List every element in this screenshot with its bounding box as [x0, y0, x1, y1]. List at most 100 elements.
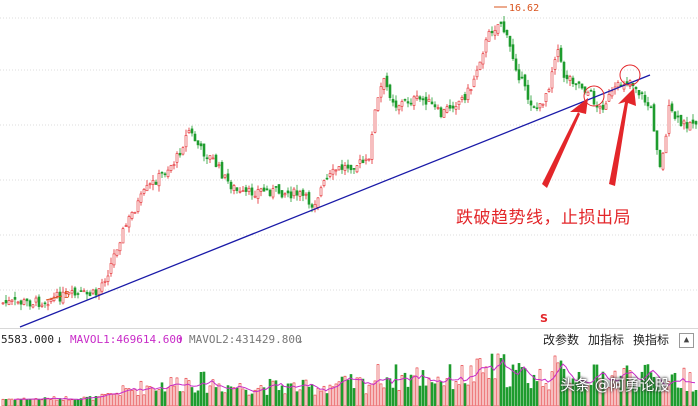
volume-bar	[472, 381, 476, 406]
volume-bar	[514, 369, 518, 406]
candle-body	[427, 98, 431, 102]
volume-bar	[478, 358, 482, 406]
candle-body	[163, 173, 167, 176]
candle-body	[694, 121, 698, 125]
volume-bar	[151, 387, 155, 406]
candle-body	[346, 164, 350, 169]
volume-bar	[106, 393, 110, 406]
candle-body	[262, 187, 266, 192]
volume-bar	[430, 382, 434, 406]
volume-bar	[523, 368, 527, 406]
candle-body	[16, 301, 20, 304]
candle-body	[457, 100, 461, 105]
candle-body	[70, 290, 74, 294]
candle-body	[634, 86, 638, 90]
candle-body	[325, 177, 329, 180]
volume-bar	[394, 364, 398, 406]
volume-bar	[166, 387, 170, 406]
volume-bar	[445, 378, 449, 406]
candle-body	[88, 292, 92, 297]
volume-bar	[136, 395, 140, 406]
candle-body	[637, 89, 641, 96]
volume-bar	[535, 381, 539, 406]
volume-bar	[262, 387, 266, 406]
candle-body	[682, 120, 686, 125]
volume-bar	[550, 371, 554, 406]
candle-body	[85, 291, 89, 295]
candle-body	[127, 216, 131, 228]
volume-bar	[346, 379, 350, 406]
candle-body	[442, 109, 446, 118]
volume-bar	[322, 385, 326, 406]
volume-bar	[202, 371, 206, 406]
volume-bar	[325, 393, 329, 406]
candle-body	[424, 96, 428, 105]
volume-bar	[220, 391, 224, 406]
volume-bar	[169, 377, 173, 406]
volume-bar	[538, 368, 542, 406]
trend-line	[19, 74, 651, 328]
volume-bar	[283, 393, 287, 406]
candle-body	[73, 287, 77, 296]
volume-bar	[481, 372, 485, 406]
collapse-icon[interactable]: ▲	[679, 333, 694, 348]
switch-indicator-button[interactable]: 换指标	[633, 333, 670, 347]
candle-body	[514, 58, 518, 71]
volume-bar	[406, 386, 410, 406]
volume-bar	[70, 399, 74, 406]
candle-body	[400, 101, 404, 107]
volume-bar	[661, 389, 665, 406]
candle-body	[271, 188, 275, 198]
sell-marker: S	[540, 312, 548, 325]
candle-body	[349, 164, 353, 171]
volume-bar	[628, 370, 632, 406]
volume-bar	[148, 386, 152, 406]
volume-bar	[268, 378, 272, 406]
candle-body	[403, 99, 407, 101]
candle-body	[433, 104, 437, 108]
candle-body	[652, 104, 656, 132]
volume-bar	[382, 387, 386, 406]
candle-body	[112, 253, 116, 266]
volume-bar	[61, 399, 65, 406]
candle-body	[472, 78, 476, 87]
candle-body	[76, 293, 80, 295]
volume-bar	[361, 378, 365, 406]
volume-bar	[391, 387, 395, 406]
grid-lines	[0, 17, 698, 291]
volume-bar	[460, 365, 464, 406]
volume-bar	[508, 386, 512, 406]
add-indicator-button[interactable]: 加指标	[588, 333, 625, 347]
candle-body	[517, 69, 521, 81]
candle-body	[178, 152, 182, 156]
volume-bar	[547, 389, 551, 406]
change-params-button[interactable]: 改参数	[543, 333, 580, 347]
volume-bar	[574, 382, 578, 406]
up-arrow-icon: ↑	[177, 333, 184, 346]
volume-bar	[415, 367, 419, 406]
candle-body	[100, 282, 104, 292]
candle-body	[676, 115, 680, 118]
candle-body	[94, 289, 98, 296]
candle-body	[421, 98, 425, 101]
candle-body	[559, 47, 563, 62]
volume-bar	[247, 394, 251, 406]
candle-body	[469, 89, 473, 92]
candle-body	[667, 105, 671, 134]
candle-body	[508, 35, 512, 47]
candle-body	[256, 189, 260, 199]
candle-body	[412, 96, 416, 106]
candle-body	[55, 291, 59, 297]
volume-bar	[364, 393, 368, 406]
breakdown-circle-1	[583, 85, 605, 107]
volume-bar	[352, 388, 356, 406]
candle-body	[220, 162, 224, 179]
candle-body	[430, 101, 434, 105]
volume-bar	[466, 384, 470, 406]
down-arrow-icon: ↓	[297, 333, 304, 346]
volume-bar	[55, 399, 59, 406]
candle-body	[490, 30, 494, 34]
candle-body	[79, 290, 83, 292]
candle-body	[565, 74, 569, 80]
